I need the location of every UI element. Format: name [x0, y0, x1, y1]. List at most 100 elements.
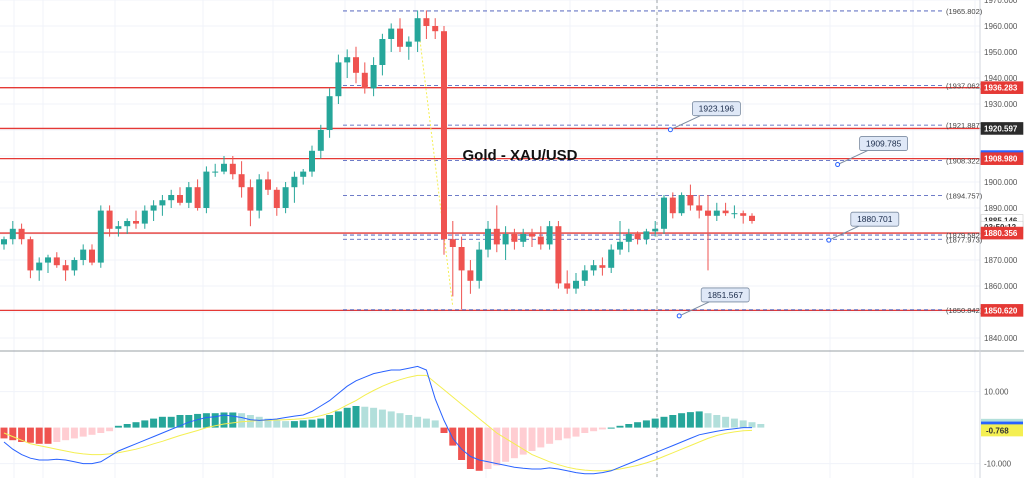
candle[interactable] — [1, 236, 7, 250]
candle[interactable] — [265, 171, 271, 195]
candle[interactable] — [511, 228, 518, 250]
candle[interactable] — [18, 223, 25, 245]
candle[interactable] — [106, 205, 113, 237]
candle[interactable] — [414, 10, 421, 52]
candle[interactable] — [449, 221, 456, 297]
candle[interactable] — [80, 244, 87, 266]
candle[interactable] — [53, 252, 60, 268]
candle[interactable] — [555, 221, 562, 289]
candle[interactable] — [194, 179, 201, 211]
candle[interactable] — [722, 202, 729, 216]
candle[interactable] — [696, 195, 703, 219]
callout-anchor[interactable] — [835, 162, 841, 168]
candle[interactable] — [397, 18, 403, 52]
candle[interactable] — [573, 273, 579, 294]
candle[interactable] — [273, 187, 280, 216]
candle[interactable] — [370, 57, 377, 97]
candle[interactable] — [238, 161, 245, 198]
candle[interactable] — [27, 236, 34, 279]
macd-line[interactable] — [3, 365, 752, 475]
candle[interactable] — [256, 174, 263, 219]
macd-signal-line[interactable] — [3, 374, 753, 472]
callout-anchor[interactable] — [667, 127, 673, 133]
candle[interactable] — [309, 145, 315, 177]
candle[interactable] — [467, 260, 474, 294]
candle[interactable] — [379, 33, 386, 76]
candle[interactable] — [502, 226, 509, 260]
candle[interactable] — [300, 169, 307, 185]
callout-box[interactable] — [700, 287, 750, 303]
candle[interactable] — [625, 228, 632, 253]
candle[interactable] — [36, 257, 43, 281]
candle[interactable] — [203, 166, 210, 214]
callout-anchor[interactable] — [676, 313, 682, 319]
candle[interactable] — [335, 54, 342, 104]
candle[interactable] — [344, 49, 351, 78]
candle[interactable] — [177, 187, 183, 206]
candle[interactable] — [458, 236, 465, 310]
candle[interactable] — [124, 218, 131, 234]
callout-box[interactable] — [850, 211, 900, 227]
candle[interactable] — [115, 221, 122, 237]
candle[interactable] — [652, 221, 659, 237]
candle[interactable] — [476, 241, 483, 289]
candle[interactable] — [493, 205, 500, 253]
candle[interactable] — [361, 62, 368, 94]
candle[interactable] — [229, 156, 236, 180]
candle[interactable] — [634, 231, 641, 245]
candle[interactable] — [185, 182, 192, 208]
candle[interactable] — [97, 205, 104, 268]
callout-anchor[interactable] — [826, 237, 832, 243]
candle[interactable] — [669, 192, 676, 219]
macd-histogram-bar — [528, 427, 536, 451]
candle[interactable] — [731, 205, 738, 219]
candle[interactable] — [159, 195, 166, 216]
candle[interactable] — [485, 221, 491, 258]
candle[interactable] — [388, 23, 395, 52]
candle[interactable] — [326, 88, 333, 138]
candle[interactable] — [432, 18, 439, 39]
candle[interactable] — [405, 36, 412, 60]
candle[interactable] — [590, 260, 597, 276]
candle[interactable] — [291, 171, 298, 203]
candle[interactable] — [353, 46, 359, 84]
candle[interactable] — [617, 221, 623, 255]
candle[interactable] — [643, 228, 650, 245]
candle[interactable] — [529, 228, 535, 247]
candle[interactable] — [546, 221, 553, 250]
candle[interactable] — [317, 124, 324, 159]
candle[interactable] — [71, 257, 78, 276]
candle[interactable] — [564, 270, 571, 294]
candle[interactable] — [678, 192, 685, 216]
candle[interactable] — [713, 202, 720, 221]
candle[interactable] — [9, 221, 16, 245]
candle[interactable] — [581, 265, 588, 286]
macd-histogram-bar — [361, 406, 369, 428]
candle[interactable] — [168, 189, 175, 208]
candle[interactable] — [133, 210, 139, 229]
candle[interactable] — [661, 195, 667, 234]
candle[interactable] — [441, 26, 447, 255]
candle[interactable] — [150, 200, 157, 221]
candle[interactable] — [537, 226, 544, 250]
candle[interactable] — [282, 182, 289, 214]
candle[interactable] — [423, 10, 430, 39]
candle[interactable] — [687, 184, 694, 211]
candle[interactable] — [740, 210, 747, 224]
candle[interactable] — [141, 205, 148, 229]
candle[interactable] — [45, 254, 51, 273]
callout-box[interactable] — [692, 101, 741, 117]
candle[interactable] — [89, 244, 95, 266]
candle[interactable] — [705, 195, 711, 271]
candle[interactable] — [247, 179, 254, 227]
candle[interactable] — [520, 228, 527, 247]
candle[interactable] — [212, 163, 219, 177]
candle[interactable] — [221, 156, 227, 175]
callout-box[interactable] — [859, 136, 908, 151]
candle[interactable] — [62, 260, 69, 281]
candle[interactable] — [608, 244, 615, 273]
candle[interactable] — [599, 257, 606, 276]
candle[interactable] — [749, 213, 755, 224]
